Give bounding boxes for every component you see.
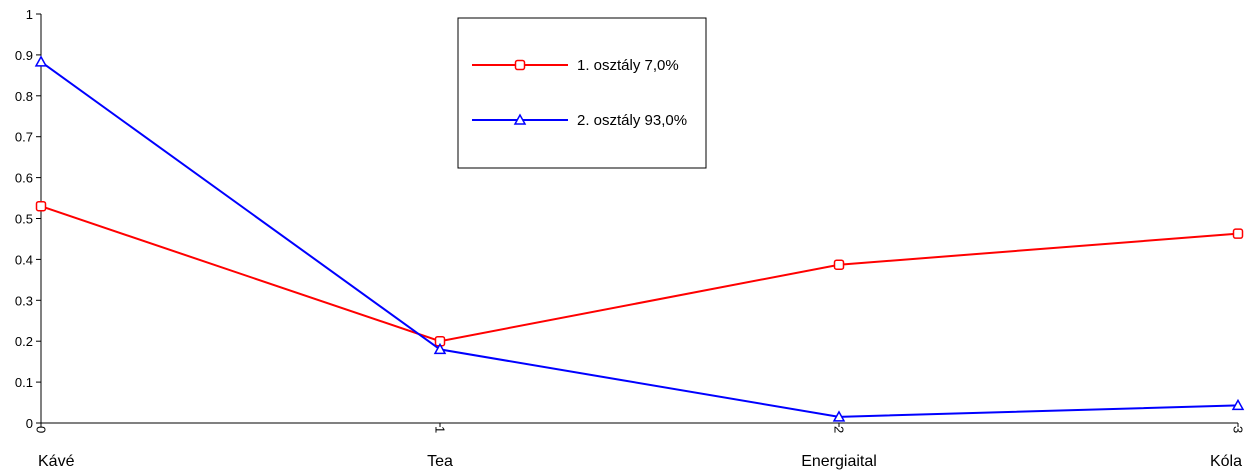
category-label: Kóla: [1210, 453, 1242, 470]
legend-item: 1. osztály 7,0%: [472, 57, 679, 74]
y-tick-label: 0.8: [15, 89, 33, 104]
series-1: [35, 200, 1244, 347]
y-tick-label: 0.7: [15, 130, 33, 145]
x-tick-label: 0: [34, 426, 49, 433]
y-tick-label: 1: [26, 7, 33, 22]
series-2: [34, 55, 1245, 422]
series-2-point: [832, 410, 846, 422]
x-tick-label: 3: [1231, 426, 1246, 433]
legend-box: [457, 17, 707, 169]
series-2-point: [433, 342, 447, 355]
series-1-point: [35, 200, 47, 212]
legend-label: 1. osztály 7,0%: [577, 57, 679, 74]
series-2-line: [40, 61, 1239, 418]
legend-item: 2. osztály 93,0%: [472, 112, 687, 129]
series-2-point: [34, 55, 48, 67]
category-label: Energiaital: [801, 453, 877, 470]
series-1-line: [40, 205, 1239, 343]
category-label: Kávé: [38, 453, 75, 470]
y-tick-label: 0.2: [15, 334, 33, 349]
axes: 0 0.1 0.2 0.3 0.4 0.5 0.6 0.7 0.8 0.9 1 0 Kávé 1 Tea 2 E…: [15, 7, 1246, 470]
y-tick-label: 0.5: [15, 212, 33, 227]
series-1-point: [1232, 228, 1244, 239]
legend: 1. osztály 7,0% 2. osztály 93,0%: [457, 17, 707, 169]
x-tick-label: 2: [832, 426, 847, 433]
y-tick-label: 0.6: [15, 171, 33, 186]
legend-marker: [514, 59, 526, 71]
series-2-point: [1231, 398, 1245, 411]
y-tick-label: 0.3: [15, 293, 33, 308]
y-tick-label: 0.1: [15, 375, 33, 390]
x-tick-label: 1: [433, 426, 448, 433]
y-tick-label: 0.9: [15, 48, 33, 63]
legend-label: 2. osztály 93,0%: [577, 112, 687, 129]
series-1-point: [833, 259, 845, 270]
y-tick-label: 0: [26, 416, 33, 431]
category-label: Tea: [427, 453, 453, 470]
series-layer: [34, 55, 1245, 422]
legend-marker: [513, 113, 527, 125]
y-tick-label: 0.4: [15, 252, 33, 267]
